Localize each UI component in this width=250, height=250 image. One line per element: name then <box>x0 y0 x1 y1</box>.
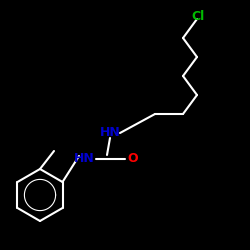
Text: Cl: Cl <box>192 10 204 24</box>
Text: HN: HN <box>74 152 94 166</box>
Text: HN: HN <box>100 126 120 140</box>
Text: O: O <box>128 152 138 166</box>
